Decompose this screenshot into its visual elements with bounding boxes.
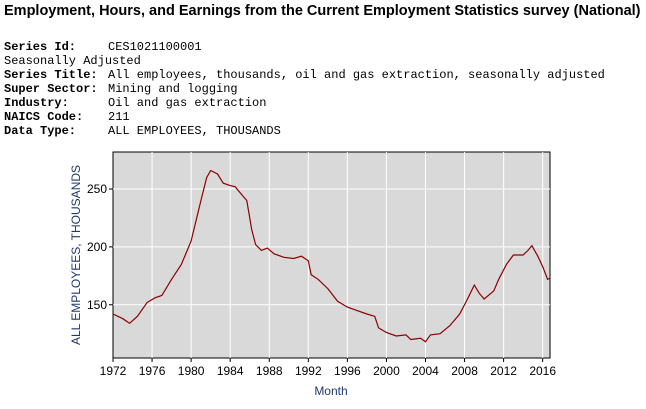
y-tick-label: 200 — [87, 240, 107, 254]
series-line — [112, 169, 551, 343]
series-title-row: Series Title: All employees, thousands, o… — [4, 68, 605, 82]
x-tick-label: 1984 — [217, 364, 244, 378]
series-title-label: Series Title: — [4, 68, 98, 82]
y-tick-label: 250 — [87, 182, 107, 196]
series-metadata: Series Id: CES1021100001 Seasonally Adjus… — [4, 40, 605, 138]
x-tick-label: 2012 — [490, 364, 517, 378]
seasonal-row: Seasonally Adjusted — [4, 54, 605, 68]
data-type-row: Data Type: ALL EMPLOYEES, THOUSANDS — [4, 124, 605, 138]
super-sector-value: Mining and logging — [108, 82, 238, 96]
x-tick-label: 1996 — [334, 364, 361, 378]
industry-row: Industry: Oil and gas extraction — [4, 96, 605, 110]
gridlines — [113, 152, 550, 358]
naics-value: 211 — [108, 110, 130, 124]
x-tick-label: 1972 — [100, 364, 127, 378]
naics-label: NAICS Code: — [4, 110, 84, 124]
x-tick-label: 1980 — [178, 364, 205, 378]
x-tick-label: 1988 — [256, 364, 283, 378]
series-id-label: Series Id: — [4, 40, 77, 54]
data-type-value: ALL EMPLOYEES, THOUSANDS — [108, 124, 281, 138]
y-tick-label: 150 — [87, 298, 107, 312]
axes: 1972 1976 1980 1984 1988 1992 1996 2000 2004 2008… — [87, 182, 556, 378]
plot-area — [112, 151, 551, 359]
x-axis-label: Month — [314, 384, 347, 398]
x-tick-label: 1976 — [139, 364, 166, 378]
series-title-value: All employees, thousands, oil and gas ex… — [108, 68, 605, 82]
series-id-row: Series Id: CES1021100001 — [4, 40, 605, 54]
seasonal-value: Seasonally Adjusted — [4, 54, 141, 68]
super-sector-row: Super Sector: Mining and logging — [4, 82, 605, 96]
data-type-label: Data Type: — [4, 124, 77, 138]
x-tick-label: 1992 — [295, 364, 322, 378]
x-tick-label: 2008 — [451, 364, 478, 378]
x-tick-label: 2000 — [373, 364, 400, 378]
y-axis-label: ALL EMPLOYEES, THOUSANDS — [69, 165, 83, 345]
series-id-value: CES1021100001 — [108, 40, 202, 54]
industry-value: Oil and gas extraction — [108, 96, 267, 110]
super-sector-label: Super Sector: — [4, 82, 98, 96]
naics-row: NAICS Code: 211 — [4, 110, 605, 124]
x-tick-label: 2016 — [529, 364, 556, 378]
page-title: Employment, Hours, and Earnings from the… — [4, 3, 641, 19]
x-tick-label: 2004 — [412, 364, 439, 378]
industry-label: Industry: — [4, 96, 69, 110]
